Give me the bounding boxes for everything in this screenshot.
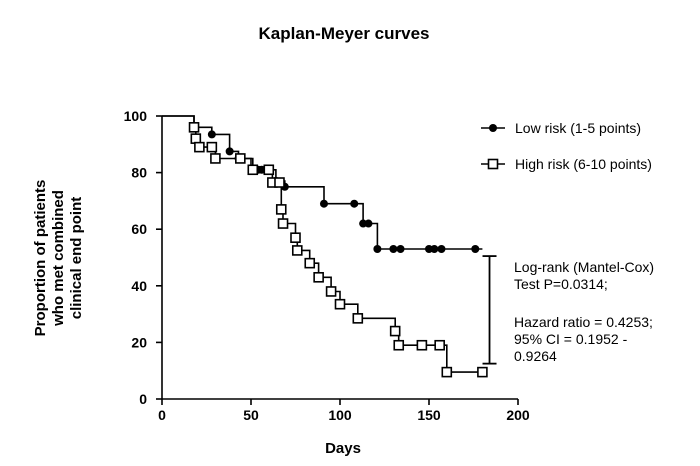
data-point-high-risk (274, 177, 285, 188)
x-tick-label: 0 (158, 407, 166, 423)
data-point-high-risk (275, 204, 287, 215)
data-point-low-risk (430, 245, 439, 254)
data-point-low-risk (389, 245, 398, 254)
y-axis-label-line: clinical end point (68, 197, 85, 320)
x-tick-label: 150 (417, 407, 441, 423)
x-tick-label: 100 (328, 407, 352, 423)
data-point-high-risk (441, 366, 453, 378)
statistics-annotation: Log-rank (Mantel-Cox) Test P=0.0314; Haz… (514, 259, 654, 364)
annotation-line: 0.9264 (514, 348, 557, 364)
data-point-high-risk (389, 325, 401, 337)
data-point-high-risk (206, 141, 218, 153)
data-point-high-risk (291, 245, 303, 256)
data-point-high-risk (416, 339, 428, 351)
data-point-high-risk (313, 272, 324, 283)
data-point-high-risk (277, 218, 289, 229)
data-point-high-risk (235, 153, 246, 164)
data-point-high-risk (304, 257, 316, 269)
data-point-high-risk (210, 153, 221, 164)
data-point-low-risk (350, 199, 359, 208)
comparison-bracket (482, 255, 497, 365)
y-tick-label: 100 (124, 108, 148, 124)
y-axis-label-line: Proportion of patients (32, 180, 49, 337)
data-point-high-risk (352, 313, 364, 324)
x-tick-label: 50 (243, 407, 259, 423)
data-point-high-risk (247, 164, 259, 176)
series-high-risk (162, 115, 488, 378)
data-point-high-risk (434, 339, 445, 351)
data-point-high-risk (263, 164, 275, 176)
y-axis-label-line: who met combined (50, 190, 67, 327)
data-point-high-risk (393, 339, 405, 351)
data-point-low-risk (471, 245, 480, 254)
data-point-high-risk (290, 232, 301, 243)
data-point-high-risk (190, 133, 202, 144)
data-point-low-risk (437, 245, 446, 254)
data-point-low-risk (364, 219, 373, 228)
legend-item-low-risk: Low risk (1-5 points) (481, 120, 641, 136)
y-axis-label: Proportion of patients who met combined … (32, 180, 85, 337)
y-tick-label: 80 (131, 165, 147, 181)
annotation-line: Test P=0.0314; (514, 276, 608, 292)
y-tick-label: 40 (131, 278, 147, 294)
legend-marker-low-risk (489, 124, 497, 132)
annotation-line: Log-rank (Mantel-Cox) (514, 259, 654, 275)
data-point-low-risk (207, 130, 216, 139)
series-low-risk (162, 115, 483, 254)
annotation-line: Hazard ratio = 0.4253; (514, 314, 653, 330)
chart-title: Kaplan-Meyer curves (258, 24, 429, 43)
data-point-high-risk (194, 141, 205, 153)
data-point-high-risk (477, 366, 488, 378)
data-point-high-risk (188, 122, 200, 133)
y-tick-label: 60 (131, 221, 147, 237)
series-line-high-risk (162, 115, 483, 373)
data-point-high-risk (334, 298, 346, 310)
legend: Low risk (1-5 points) High risk (6-10 po… (481, 120, 652, 172)
data-point-low-risk (373, 245, 382, 254)
data-point-low-risk (319, 199, 328, 208)
data-point-high-risk (325, 286, 337, 297)
x-tick-label: 200 (506, 407, 530, 423)
data-point-low-risk (225, 147, 234, 156)
legend-label-low-risk: Low risk (1-5 points) (515, 120, 641, 136)
axes: 0 20 40 60 80 100 0 50 100 150 200 (124, 108, 530, 423)
y-tick-label: 0 (139, 391, 147, 407)
y-tick-label: 20 (131, 334, 147, 350)
series-layer (162, 115, 488, 378)
annotation-line: 95% CI = 0.1952 - (514, 331, 628, 347)
legend-label-high-risk: High risk (6-10 points) (515, 156, 652, 172)
data-point-low-risk (396, 245, 405, 254)
legend-marker-high-risk (487, 158, 499, 170)
x-axis-label: Days (325, 440, 361, 457)
legend-item-high-risk: High risk (6-10 points) (481, 156, 652, 172)
